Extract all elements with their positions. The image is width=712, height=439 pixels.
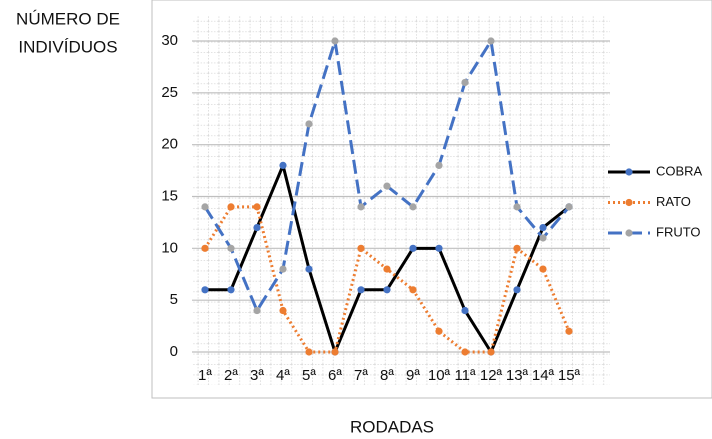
x-tick-label: 1ª — [198, 367, 212, 384]
data-point — [409, 286, 417, 294]
data-point — [487, 37, 495, 45]
data-point — [227, 244, 235, 252]
data-point — [253, 203, 261, 211]
data-point — [331, 348, 339, 356]
data-point — [435, 161, 443, 169]
x-tick-label: 4ª — [276, 367, 290, 384]
data-point — [409, 244, 417, 252]
y-tick-label: 20 — [161, 136, 178, 153]
data-point — [305, 120, 313, 128]
data-point — [565, 203, 573, 211]
x-tick-label: 7ª — [354, 367, 368, 384]
data-point — [227, 203, 235, 211]
x-tick-label: 15ª — [558, 367, 581, 384]
data-point — [539, 234, 547, 242]
data-point — [461, 78, 469, 87]
y-axis-title: INDIVÍDUOS — [18, 37, 117, 56]
data-point — [279, 306, 287, 315]
x-tick-label: 11ª — [454, 367, 476, 384]
plot-background — [192, 15, 610, 385]
data-point — [383, 265, 391, 273]
data-point — [513, 244, 521, 252]
data-point — [357, 244, 365, 252]
x-tick-label: 14ª — [532, 367, 555, 384]
legend-label: RATO — [656, 194, 691, 209]
data-point — [409, 203, 417, 211]
y-tick-label: 15 — [161, 187, 178, 204]
data-point — [435, 327, 443, 335]
data-point — [253, 306, 261, 315]
y-tick-label: 5 — [170, 291, 178, 308]
data-point — [487, 348, 495, 356]
data-point — [227, 286, 235, 294]
legend-marker — [625, 229, 633, 237]
data-point — [357, 286, 365, 294]
data-point — [331, 37, 339, 45]
data-point — [357, 203, 365, 211]
x-tick-label: 9ª — [406, 367, 420, 384]
data-point — [383, 286, 391, 294]
x-tick-label: 2ª — [224, 367, 238, 384]
data-point — [513, 286, 521, 294]
data-point — [513, 203, 521, 211]
legend-label: COBRA — [656, 163, 703, 178]
x-tick-label: 12ª — [480, 367, 503, 384]
legend-marker — [625, 168, 633, 176]
y-tick-label: 0 — [170, 343, 178, 360]
y-tick-label: 10 — [161, 239, 178, 256]
data-point — [305, 265, 313, 273]
y-axis-title: NÚMERO DE — [16, 9, 120, 28]
data-point — [201, 286, 209, 294]
data-point — [383, 182, 391, 190]
data-point — [305, 348, 313, 356]
x-tick-label: 8ª — [380, 367, 394, 384]
x-axis-title: RODADAS — [350, 417, 434, 436]
data-point — [201, 203, 209, 211]
legend-label: FRUTO — [656, 224, 701, 239]
x-tick-label: 10ª — [428, 367, 451, 384]
data-point — [461, 348, 469, 356]
data-point — [201, 244, 209, 252]
data-point — [279, 265, 287, 273]
x-tick-label: 13ª — [506, 367, 529, 384]
y-tick-label: 25 — [161, 84, 178, 101]
x-tick-label: 6ª — [328, 367, 342, 384]
data-point — [435, 244, 443, 252]
legend-marker — [625, 198, 633, 207]
data-point — [565, 327, 573, 335]
x-tick-label: 3ª — [250, 367, 264, 384]
data-point — [539, 224, 547, 232]
data-point — [461, 306, 469, 315]
data-point — [279, 161, 287, 169]
y-tick-label: 30 — [161, 32, 178, 49]
data-point — [539, 265, 547, 273]
data-point — [253, 224, 261, 232]
x-tick-label: 5ª — [302, 367, 316, 384]
